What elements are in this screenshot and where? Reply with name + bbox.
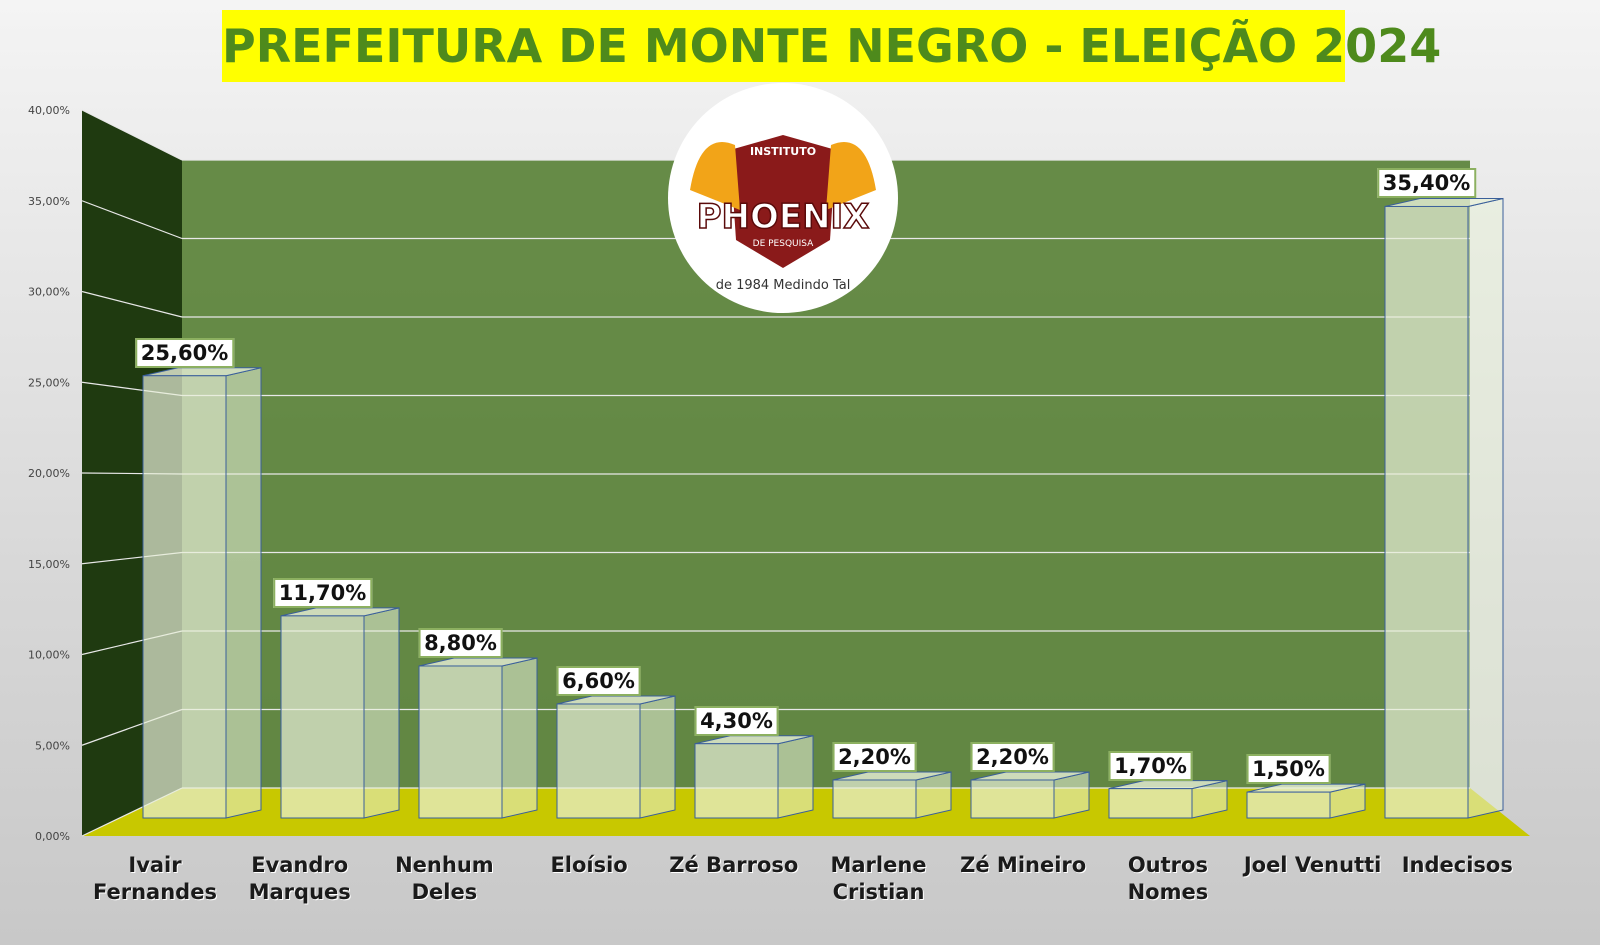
chart-title: PREFEITURA DE MONTE NEGRO - ELEIÇÃO 2024 — [222, 10, 1441, 82]
bar — [418, 665, 503, 819]
x-tick-label: Zé Mineiro — [960, 853, 1087, 877]
y-tick-label: 10,00% — [28, 649, 70, 662]
value-label: 2,20% — [832, 741, 917, 772]
y-tick-label: 5,00% — [35, 739, 70, 752]
logo-tagline: de 1984 Medindo Tal — [716, 278, 851, 293]
value-label: 1,70% — [1108, 750, 1193, 781]
y-tick-label: 15,00% — [28, 558, 70, 571]
bar — [970, 779, 1055, 819]
value-label: 4,30% — [694, 705, 779, 736]
value-label: 1,50% — [1246, 754, 1331, 785]
x-tick-label: Zé Barroso — [669, 853, 799, 877]
bar — [1108, 788, 1193, 819]
y-tick-label: 30,00% — [28, 286, 70, 299]
x-tick-label: Evandro Marques — [248, 853, 351, 904]
logo-wings — [690, 142, 876, 210]
bar-side — [1467, 197, 1504, 819]
logo-name: PHOENIX — [697, 197, 870, 237]
logo-sub: DE PESQUISA — [753, 239, 815, 249]
value-label: 2,20% — [970, 741, 1055, 772]
bar — [694, 743, 779, 819]
bar-side — [501, 657, 538, 819]
y-tick-label: 20,00% — [28, 467, 70, 480]
value-label: 11,70% — [272, 577, 373, 608]
x-tick-label: Outros Nomes — [1127, 853, 1209, 904]
value-label: 8,80% — [418, 627, 503, 658]
bar — [142, 375, 227, 819]
bar — [1246, 791, 1331, 819]
bar — [280, 615, 365, 819]
value-label: 6,60% — [556, 665, 641, 696]
x-tick-label: Indecisos — [1401, 853, 1513, 877]
logo-top: INSTITUTO — [750, 145, 816, 158]
logo: INSTITUTO PHOENIX DE PESQUISA de 1984 Me… — [668, 83, 898, 313]
bar — [832, 779, 917, 819]
bar — [1384, 205, 1469, 819]
y-tick-label: 40,00% — [28, 104, 70, 117]
x-tick-label: Ivair Fernandes — [93, 853, 217, 904]
bar-side — [777, 735, 814, 819]
grid-line-side — [81, 200, 183, 240]
x-tick-label: Joel Venutti — [1243, 853, 1382, 877]
x-tick-label: Eloísio — [550, 853, 628, 877]
grid-line-side — [81, 290, 183, 318]
y-tick-label: 25,00% — [28, 376, 70, 389]
value-label: 25,60% — [134, 337, 235, 368]
bar-side — [225, 367, 262, 819]
x-tick-label: Nenhum Deles — [395, 853, 494, 904]
y-tick-label: 35,00% — [28, 195, 70, 208]
logo-shield — [730, 135, 836, 268]
x-tick-label: Marlene Cristian — [830, 853, 927, 904]
bar-side — [363, 607, 400, 819]
value-label: 35,40% — [1376, 168, 1477, 199]
bar-side — [639, 695, 676, 819]
grid-line-side — [81, 109, 183, 161]
bar — [556, 703, 641, 819]
y-tick-label: 0,00% — [35, 830, 70, 843]
